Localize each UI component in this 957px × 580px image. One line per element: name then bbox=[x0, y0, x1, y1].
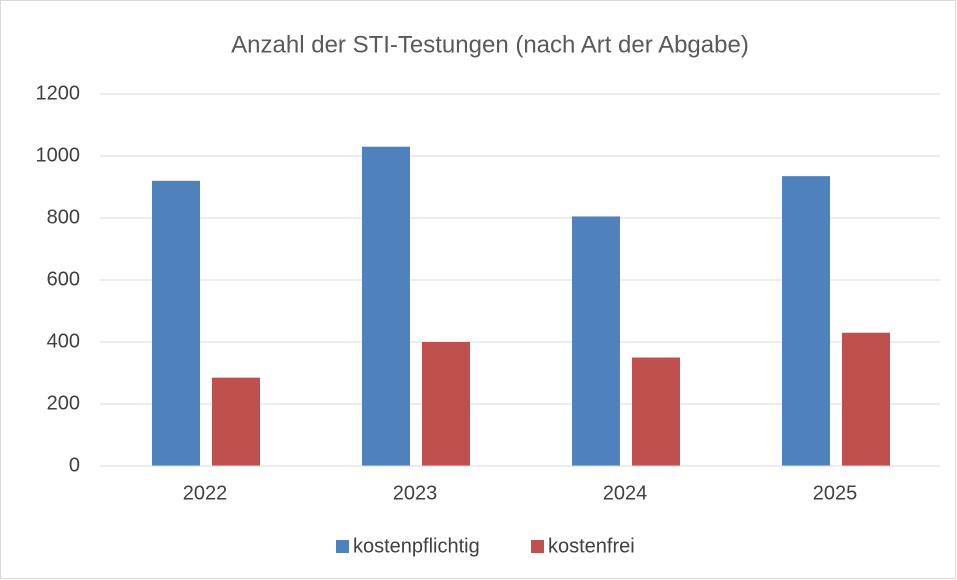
bar bbox=[632, 357, 680, 466]
x-tick-label: 2025 bbox=[813, 482, 858, 504]
y-tick-label: 200 bbox=[47, 392, 80, 414]
legend-swatch bbox=[531, 540, 544, 553]
bar bbox=[842, 332, 890, 466]
legend-swatch bbox=[336, 540, 349, 553]
bar bbox=[782, 176, 830, 466]
x-tick-label: 2022 bbox=[183, 482, 228, 504]
bar bbox=[362, 146, 410, 466]
y-tick-label: 0 bbox=[69, 454, 80, 476]
bar bbox=[422, 342, 470, 466]
legend-label: kostenfrei bbox=[548, 535, 635, 557]
x-tick-label: 2023 bbox=[393, 482, 438, 504]
bar bbox=[572, 216, 620, 466]
y-tick-label: 600 bbox=[47, 268, 80, 290]
bar bbox=[152, 180, 200, 467]
y-tick-label: 400 bbox=[47, 330, 80, 352]
bar bbox=[212, 377, 260, 466]
y-tick-label: 1200 bbox=[36, 82, 81, 104]
chart-title: Anzahl der STI-Testungen (nach Art der A… bbox=[231, 31, 749, 58]
y-tick-label: 1000 bbox=[36, 144, 81, 166]
legend-label: kostenpflichtig bbox=[353, 535, 480, 557]
x-tick-label: 2024 bbox=[603, 482, 648, 504]
y-tick-label: 800 bbox=[47, 206, 80, 228]
